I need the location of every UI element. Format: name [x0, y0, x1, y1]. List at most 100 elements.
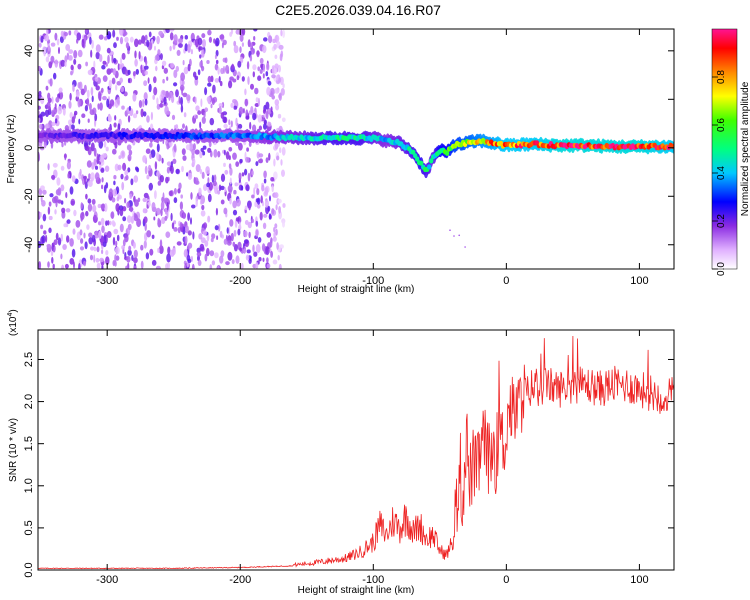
- spectrogram-noise-speck: [229, 197, 232, 205]
- spectrogram-noise-speck: [171, 222, 175, 230]
- spectrogram-noise-speck: [65, 44, 71, 51]
- spectrogram-noise-speck: [255, 97, 259, 103]
- spectrogram-noise-speck: [72, 228, 76, 235]
- spectrogram-noise-speck: [215, 207, 218, 216]
- spectrogram-noise-speck: [144, 34, 148, 41]
- spectrogram-noise-speck: [105, 256, 110, 265]
- spectrogram-noise-speck: [274, 54, 278, 59]
- spectrogram-noise-speck: [98, 230, 102, 240]
- spectrogram-noise-speck: [263, 170, 267, 179]
- spectrogram-noise-speck: [182, 212, 186, 219]
- spectrogram-noise-speck: [90, 246, 95, 251]
- spectrogram-noise-speck: [38, 117, 41, 123]
- spectrogram-noise-speck: [190, 192, 193, 200]
- spectrogram-noise-speck: [146, 204, 149, 209]
- spectrogram-noise-speck: [215, 37, 220, 47]
- spectrogram-noise-speck: [127, 167, 131, 173]
- spectrogram-noise-speck: [142, 155, 147, 163]
- spectrogram-noise-speck: [217, 66, 220, 75]
- spectrogram-noise-speck: [38, 42, 42, 48]
- spectrogram-noise-speck: [233, 105, 238, 110]
- spectrogram-noise-speck: [54, 103, 57, 110]
- spectrogram-noise-speck: [106, 231, 112, 238]
- spectrogram-noise-speck: [144, 165, 148, 175]
- snr-multiplier-close: ): [8, 309, 19, 312]
- spectrogram-noise-speck: [207, 29, 212, 36]
- spectrogram-noise-speck: [114, 254, 117, 263]
- colorbar-tick-label: 0.6: [716, 118, 727, 132]
- spectrogram-noise-speck: [40, 185, 45, 191]
- spectrogram-noise-speck: [151, 259, 157, 266]
- spectrogram-noise-speck: [141, 35, 146, 44]
- spectrogram-noise-speck: [138, 51, 141, 60]
- spectrogram-noise-speck: [40, 111, 46, 117]
- spectrogram-noise-speck: [196, 247, 201, 254]
- spectrogram-noise-speck: [274, 99, 280, 106]
- snr-multiplier-label: (x104): [7, 309, 19, 336]
- spectrogram-noise-speck: [272, 38, 276, 44]
- spectrogram-noise-speck: [221, 42, 224, 49]
- spectrogram-noise-speck: [148, 31, 152, 38]
- spectrogram-noise-speck: [48, 61, 53, 69]
- spectrogram-x-label: Height of straight line (km): [298, 284, 415, 295]
- spectrogram-ridge-cell: [429, 158, 434, 164]
- spectrogram-noise-speck: [219, 81, 223, 87]
- spectrogram-noise-speck: [146, 174, 150, 180]
- spectrogram-noise-speck: [281, 117, 286, 123]
- spectrogram-noise-speck: [145, 59, 148, 66]
- spectrogram-noise-speck: [281, 169, 285, 177]
- spectrogram-noise-speck: [176, 241, 182, 246]
- spectrogram-noise-speck: [64, 153, 67, 161]
- spectrogram-noise-speck: [253, 29, 258, 32]
- spectrogram-noise-speck: [194, 149, 200, 155]
- spectrogram-noise-speck: [208, 36, 212, 43]
- spectrogram-noise-speck: [64, 55, 68, 64]
- spectrogram-noise-speck: [190, 255, 193, 262]
- spectrogram-noise-speck: [70, 70, 73, 76]
- spectrogram-noise-speck: [148, 83, 152, 93]
- spectrogram-noise-speck: [125, 265, 129, 269]
- spectrogram-noise-speck: [169, 29, 175, 32]
- spectrogram-noise-speck: [256, 188, 260, 196]
- spectrogram-noise-speck: [257, 75, 262, 81]
- spectrogram-noise-speck: [154, 190, 157, 200]
- spectrogram-noise-speck: [203, 112, 206, 118]
- spectrogram-noise-speck: [40, 96, 45, 105]
- spectrogram-noise-speck: [197, 110, 202, 115]
- spectrogram-noise-speck: [143, 92, 148, 101]
- spectrogram-noise-speck: [103, 234, 106, 244]
- spectrogram-noise-speck: [247, 221, 252, 229]
- spectrogram-noise-speck: [195, 114, 198, 119]
- spectrogram-noise-speck: [259, 57, 264, 65]
- spectrogram-noise-speck: [262, 257, 265, 262]
- spectrogram-noise-speck: [247, 39, 251, 48]
- spectrogram-noise-speck: [62, 107, 66, 116]
- spectrogram-noise-speck: [133, 249, 138, 258]
- spectrogram-noise-speck: [165, 176, 169, 184]
- spectrogram-noise-speck: [94, 165, 99, 170]
- spectrogram-noise-speck: [149, 142, 153, 148]
- spectrogram-noise-speck: [101, 184, 104, 190]
- spectrogram-noise-speck: [156, 170, 160, 177]
- spectrogram-noise-speck: [119, 63, 123, 70]
- spectrogram-noise-speck: [154, 54, 160, 61]
- spectrogram-noise-speck: [165, 231, 171, 238]
- spectrogram-noise-speck: [117, 164, 122, 171]
- spectrogram-noise-speck: [116, 36, 119, 41]
- spectrogram-noise-speck: [213, 149, 218, 158]
- spectrogram-noise-speck: [271, 208, 275, 215]
- spectrogram-noise-speck: [245, 115, 250, 120]
- snr-x-ticks: -300 -200 -100 0 100: [96, 330, 649, 586]
- spectrogram-noise-speck: [192, 143, 196, 151]
- spectrogram-noise-speck: [150, 111, 153, 121]
- spectrogram-noise-speck: [52, 162, 58, 168]
- spectrogram-noise-speck: [101, 249, 104, 255]
- spectrogram-noise-speck: [113, 122, 117, 128]
- spectrogram-noise-speck: [119, 208, 124, 217]
- spectrogram-noise-speck: [79, 229, 83, 236]
- spectrogram-noise-speck: [209, 250, 215, 257]
- spectrogram-noise-speck: [259, 69, 263, 74]
- colorbar-tick-label: 0.4: [716, 166, 727, 180]
- spectrogram-noise-speck: [125, 42, 130, 49]
